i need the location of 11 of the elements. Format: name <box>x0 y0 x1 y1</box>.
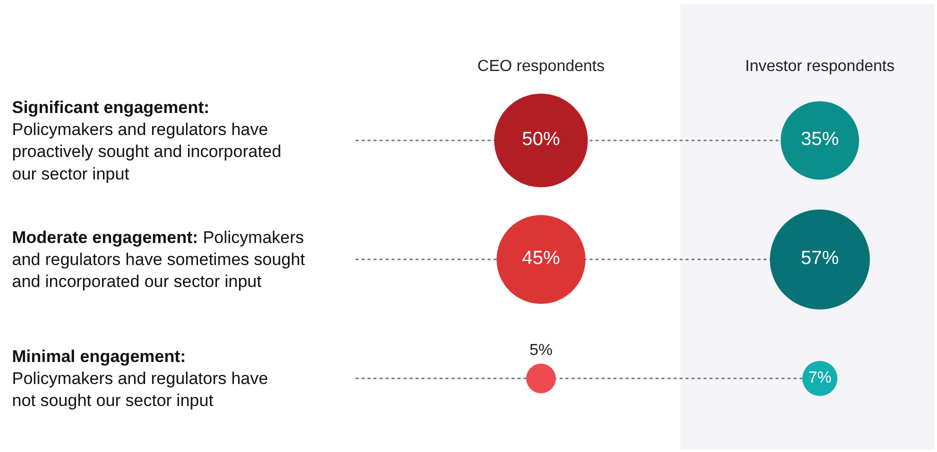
data-label: 50% <box>522 129 560 150</box>
category-label: Significant engagement: Policymakers and regulators have proactively sought and incorporated our sector input <box>12 98 282 184</box>
data-label: 35% <box>800 129 839 150</box>
category-label: Moderate engagement: Policymakers and regulators have sometimes sought and incorporated our sector input <box>12 228 306 292</box>
text: Investor respondents <box>745 58 895 75</box>
data-label: 7% <box>808 369 832 386</box>
series-label: CEO respondents <box>477 58 605 75</box>
data-label: 45% <box>522 248 560 270</box>
data-label: 5% <box>529 342 553 359</box>
category-label: Minimal engagement: Policymakers and regulators have not sought our sector input <box>12 347 268 410</box>
data-label: 57% <box>800 248 839 270</box>
